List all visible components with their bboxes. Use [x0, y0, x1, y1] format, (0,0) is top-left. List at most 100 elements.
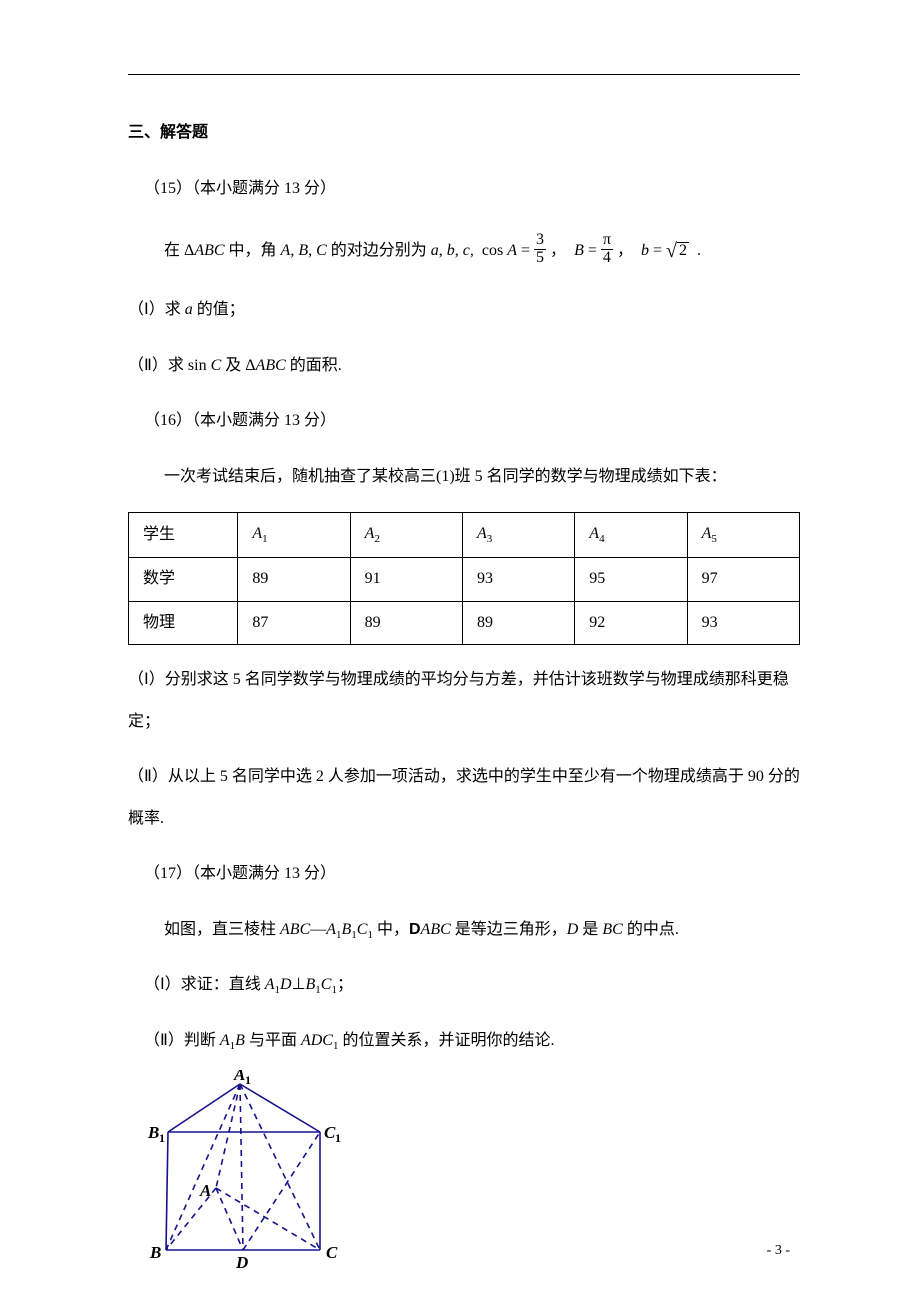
sqrt-2: √2: [666, 223, 689, 275]
col-header: A3: [462, 512, 574, 558]
text: 的值；: [193, 301, 245, 318]
subscript: 5: [711, 533, 717, 545]
numerator: π: [601, 232, 613, 249]
table-row-header: 学生 A1 A2 A3 A4 A5: [129, 512, 800, 558]
q16-part2: （Ⅱ）从以上 5 名同学中选 2 人参加一项活动，求选中的学生中至少有一个物理成…: [128, 756, 800, 839]
v: A: [326, 921, 336, 938]
q15-part2: （Ⅱ）求 sin C 及 ΔABC 的面积.: [128, 345, 800, 387]
var-a: a: [431, 242, 439, 259]
col-header: A2: [350, 512, 462, 558]
q16-intro: 一次考试结束后，随机抽查了某校高三(1)班 5 名同学的数学与物理成绩如下表：: [128, 456, 800, 498]
svg-text:B: B: [149, 1243, 161, 1262]
header-rule: [128, 74, 800, 75]
text: A: [477, 525, 487, 542]
text: 中，角: [225, 242, 281, 259]
scores-table: 学生 A1 A2 A3 A4 A5 数学 89 91 93 95 97 物理 8…: [128, 512, 800, 645]
text: ，: [550, 242, 570, 259]
var-a: a: [185, 301, 193, 318]
text: A: [365, 525, 375, 542]
abc: ABC: [194, 242, 224, 259]
sin-label: sin: [188, 357, 207, 374]
var-b-upper: B: [298, 242, 308, 259]
cell: 93: [462, 558, 574, 601]
subscript: 3: [487, 533, 493, 545]
row-label: 数学: [129, 558, 238, 601]
delta: Δ: [184, 242, 194, 259]
denominator: 5: [534, 249, 546, 267]
equals: =: [653, 242, 666, 259]
svg-text:A: A: [199, 1181, 211, 1200]
v: A: [220, 1032, 230, 1049]
fraction-pi-4: π4: [601, 232, 613, 267]
var-c: c: [463, 242, 470, 259]
svg-text:1: 1: [159, 1131, 165, 1145]
page-number: - 3 -: [767, 1233, 790, 1269]
v: B: [235, 1032, 245, 1049]
v: C: [321, 976, 332, 993]
v: B: [306, 976, 316, 993]
equals: =: [588, 242, 601, 259]
var-D: D: [567, 921, 579, 938]
cell: 95: [575, 558, 687, 601]
col-header: A5: [687, 512, 799, 558]
cell: 91: [350, 558, 462, 601]
v: D: [280, 976, 292, 993]
section-heading: 三、解答题: [128, 112, 800, 154]
q16-part1: （Ⅰ）分别求这 5 名同学数学与物理成绩的平均分与方差，并估计该班数学与物理成绩…: [128, 659, 800, 742]
text: 的中点.: [623, 921, 679, 938]
subscript: 2: [374, 533, 380, 545]
text: A: [589, 525, 599, 542]
text: （Ⅰ）求: [128, 301, 185, 318]
var-b: b: [447, 242, 455, 259]
cell: 89: [462, 601, 574, 644]
row-label: 学生: [129, 512, 238, 558]
col-header: A1: [238, 512, 350, 558]
q17-part1: （Ⅰ）求证：直线 A1D⊥B1C1；: [128, 964, 800, 1006]
cell: 97: [687, 558, 799, 601]
subscript: 4: [599, 533, 605, 545]
text: ，: [617, 242, 637, 259]
svg-text:C: C: [326, 1243, 338, 1262]
q17-header: （17）（本小题满分 13 分）: [128, 853, 800, 895]
text: 中，: [373, 921, 409, 938]
var-b2: b: [641, 242, 649, 259]
denominator: 4: [601, 249, 613, 267]
svg-text:A: A: [233, 1070, 245, 1084]
q15-stem: 在 ΔABC 中，角 A, B, C 的对边分别为 a, b, c, cos A…: [128, 223, 800, 275]
cos-label: cos: [482, 242, 503, 259]
q17-intro: 如图，直三棱柱 ABC—A1B1C1 中，DABC 是等边三角形，D 是 BC …: [128, 909, 800, 951]
v: A: [265, 976, 275, 993]
v: B: [342, 921, 352, 938]
text: （Ⅱ）判断: [144, 1032, 220, 1049]
equals: =: [521, 242, 534, 259]
text: A: [702, 525, 712, 542]
abc: ABC: [421, 921, 451, 938]
var-A: A: [507, 242, 517, 259]
abc: ABC: [256, 357, 286, 374]
edge-AD: AD: [301, 1032, 322, 1049]
text: 在: [164, 242, 184, 259]
v: C: [322, 1032, 333, 1049]
text: （Ⅱ）求: [128, 357, 188, 374]
cell: 89: [238, 558, 350, 601]
text: 与平面: [245, 1032, 301, 1049]
var-C: C: [211, 357, 222, 374]
q17-figure: A1B1C1ABCD: [128, 1070, 800, 1270]
dash: —: [310, 921, 326, 938]
text: 的面积.: [286, 357, 342, 374]
text: 的对边分别为: [327, 242, 431, 259]
v: C: [357, 921, 368, 938]
svg-text:1: 1: [245, 1073, 251, 1087]
cell: 92: [575, 601, 687, 644]
q16-header: （16）（本小题满分 13 分）: [128, 400, 800, 442]
text: 是等边三角形，: [451, 921, 567, 938]
numerator: 3: [534, 232, 546, 249]
table-row-physics: 物理 87 89 89 92 93: [129, 601, 800, 644]
triangle-symbol: D: [409, 921, 421, 938]
cell: 87: [238, 601, 350, 644]
table-row-math: 数学 89 91 93 95 97: [129, 558, 800, 601]
text: 如图，直三棱柱: [164, 921, 280, 938]
cell: 93: [687, 601, 799, 644]
prism-diagram: A1B1C1ABCD: [144, 1070, 344, 1270]
q15-part1: （Ⅰ）求 a 的值；: [128, 289, 800, 331]
